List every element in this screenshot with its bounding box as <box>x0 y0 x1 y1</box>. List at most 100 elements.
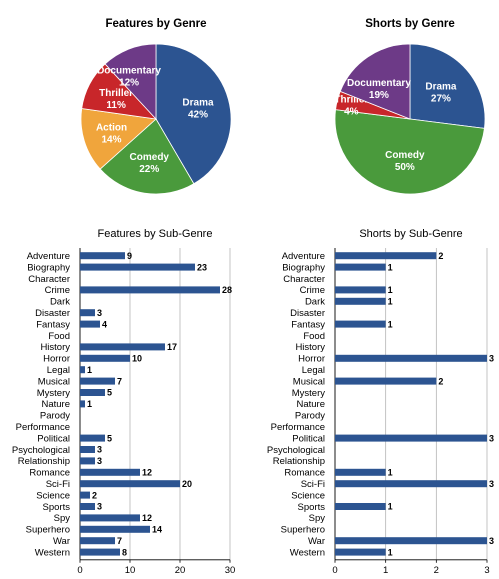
slice-label-drama: Drama <box>182 98 214 109</box>
bar-war <box>80 537 115 545</box>
bar-value-political: 5 <box>107 433 112 443</box>
bar-chart-3: Shorts by Sub-Genre 0 1 2 3 Adventure 2 Biograp… <box>267 228 494 576</box>
tick-label-2-0: 0 <box>77 565 82 576</box>
category-label-parody: Parody <box>295 411 325 422</box>
tick-label-2-2: 20 <box>175 565 186 576</box>
category-label-disaster: Disaster <box>35 308 70 319</box>
category-label-adventure: Adventure <box>282 251 325 262</box>
bar-dark <box>335 297 386 305</box>
bar-value-relationship: 3 <box>97 456 102 466</box>
bar-value-horror: 10 <box>132 354 142 364</box>
bar-adventure <box>80 252 125 260</box>
pie-slice-documentary <box>104 43 157 121</box>
category-label-legal: Legal <box>47 365 70 376</box>
category-label-nature: Nature <box>296 399 325 410</box>
bar-political <box>80 434 105 442</box>
category-label-adventure: Adventure <box>27 251 70 262</box>
bar-value-superhero: 14 <box>152 525 162 535</box>
bar-musical <box>80 377 115 385</box>
slice-label-comedy: Comedy <box>385 150 425 161</box>
bar-value-science: 2 <box>92 490 97 500</box>
bar-disaster <box>80 309 95 317</box>
bar-chart-2: Features by Sub-Genre 0 10 20 30 Adventure 9 Bi… <box>12 228 235 576</box>
category-label-sports: Sports <box>298 502 326 513</box>
category-label-crime: Crime <box>45 285 70 296</box>
category-label-war: War <box>308 536 325 547</box>
category-label-psychological: Psychological <box>267 445 325 456</box>
category-label-crime: Crime <box>300 285 325 296</box>
category-label-disaster: Disaster <box>290 308 325 319</box>
bar-war <box>335 537 487 545</box>
bar-horror <box>80 354 130 362</box>
pie-slice-drama <box>409 43 486 129</box>
category-label-fantasy: Fantasy <box>291 319 325 330</box>
tick-label-3-1: 1 <box>383 565 388 576</box>
slice-label-documentary: Documentary <box>97 66 161 77</box>
bar-mystery <box>80 389 105 396</box>
bar-value-war: 3 <box>489 536 494 546</box>
bar-value-biography: 1 <box>388 262 393 272</box>
category-label-spy: Spy <box>54 513 71 524</box>
slice-label-thriller: Thriller <box>334 94 368 105</box>
category-label-musical: Musical <box>293 376 325 387</box>
bar-biography <box>80 263 195 271</box>
bar-sports <box>335 503 386 510</box>
category-label-dark: Dark <box>50 297 70 308</box>
category-label-history: History <box>40 342 70 353</box>
category-label-sci-fi: Sci-Fi <box>301 479 325 490</box>
category-label-sports: Sports <box>43 502 71 513</box>
bar-value-adventure: 2 <box>438 251 443 261</box>
bar-value-romance: 1 <box>388 468 393 478</box>
bar-value-musical: 2 <box>438 376 443 386</box>
bar-value-disaster: 3 <box>97 308 102 318</box>
category-label-superhero: Superhero <box>281 525 325 536</box>
category-label-performance: Performance <box>271 422 325 433</box>
bar-value-musical: 7 <box>117 376 122 386</box>
bar-value-western: 8 <box>122 547 127 557</box>
category-label-romance: Romance <box>284 468 325 479</box>
slice-label-action: Action <box>96 123 127 134</box>
slice-value-thriller: 11% <box>106 100 126 111</box>
category-label-parody: Parody <box>40 411 70 422</box>
slice-value-comedy: 50% <box>395 162 415 173</box>
category-label-fantasy: Fantasy <box>36 319 70 330</box>
bar-value-crime: 1 <box>388 285 393 295</box>
category-label-horror: Horror <box>298 354 325 365</box>
category-label-food: Food <box>303 331 325 342</box>
tick-label-3-3: 3 <box>484 565 489 576</box>
bar-value-adventure: 9 <box>127 251 132 261</box>
category-label-horror: Horror <box>43 354 70 365</box>
category-label-science: Science <box>291 490 325 501</box>
bar-value-nature: 1 <box>87 399 92 409</box>
bar-value-sports: 3 <box>97 502 102 512</box>
tick-label-2-1: 10 <box>125 565 136 576</box>
category-label-psychological: Psychological <box>12 445 70 456</box>
category-label-science: Science <box>36 490 70 501</box>
bar-crime <box>80 286 220 294</box>
bar-value-biography: 23 <box>197 262 207 272</box>
bar-sci-fi <box>335 480 487 488</box>
pie-slice-drama <box>155 43 232 185</box>
pie-slice-documentary <box>339 43 411 120</box>
bar-fantasy <box>335 320 386 328</box>
bar-political <box>335 434 487 442</box>
bar-biography <box>335 263 386 271</box>
category-label-character: Character <box>283 274 325 285</box>
category-label-character: Character <box>28 274 70 285</box>
category-label-political: Political <box>37 433 70 444</box>
bar-value-fantasy: 4 <box>102 319 107 329</box>
bar-value-legal: 1 <box>87 365 92 375</box>
bar-value-horror: 3 <box>489 354 494 364</box>
category-label-biography: Biography <box>282 262 325 273</box>
bar-psychological <box>80 446 95 453</box>
bar-value-history: 17 <box>167 342 177 352</box>
slice-value-thriller: 4% <box>344 106 359 117</box>
category-label-biography: Biography <box>27 262 70 273</box>
slice-value-drama: 27% <box>431 94 451 105</box>
bar-value-spy: 12 <box>142 513 152 523</box>
category-label-relationship: Relationship <box>18 456 70 467</box>
bar-value-western: 1 <box>388 547 393 557</box>
bar-value-dark: 1 <box>388 297 393 307</box>
